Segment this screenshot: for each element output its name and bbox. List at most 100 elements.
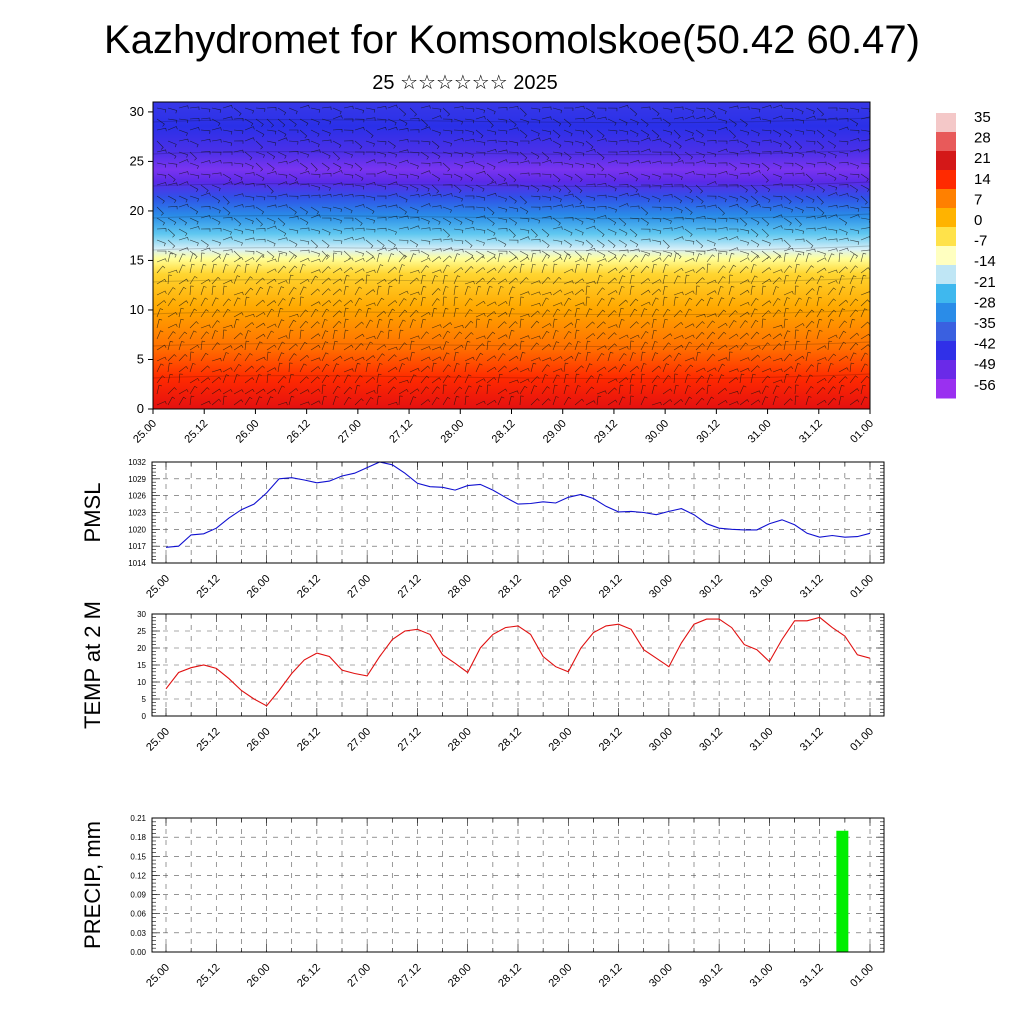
wind-barb	[156, 162, 167, 168]
y-tick-label: 30	[137, 610, 146, 619]
wind-barb	[794, 206, 804, 214]
wind-barb	[585, 206, 596, 211]
wind-barb	[387, 118, 397, 126]
wind-barb	[706, 313, 717, 318]
wind-barb	[750, 184, 758, 194]
wind-barb	[310, 129, 320, 137]
wind-barb	[750, 140, 761, 146]
wind-barb	[849, 286, 856, 296]
wind-barb	[189, 363, 196, 373]
wind-barb	[783, 291, 794, 296]
wind-barb	[717, 195, 727, 203]
wind-barb	[211, 172, 222, 176]
wind-barb	[530, 362, 537, 373]
wind-barb	[365, 302, 376, 307]
wind-barb	[387, 239, 396, 248]
wind-barb	[750, 255, 760, 263]
wind-barb	[750, 151, 761, 157]
wind-barb	[662, 183, 673, 188]
wind-barb	[167, 151, 177, 159]
wind-barb	[464, 265, 474, 274]
wind-barb	[211, 330, 219, 340]
wind-barb	[574, 173, 583, 182]
colorbar-label: -56	[974, 377, 996, 394]
wind-barb	[310, 149, 321, 153]
wind-barb	[563, 362, 569, 373]
wind-barb	[178, 341, 185, 351]
wind-barb	[288, 286, 297, 296]
wind-barb	[706, 129, 717, 135]
wind-barb	[783, 151, 794, 157]
wind-barb	[552, 118, 562, 127]
wind-barb	[607, 387, 617, 395]
wind-barb	[519, 151, 528, 161]
wind-barb	[508, 228, 516, 238]
wind-barb	[739, 217, 748, 227]
colorbar-label: 7	[974, 191, 982, 208]
wind-barb	[607, 277, 617, 285]
wind-barb	[695, 250, 706, 255]
wind-barb	[596, 250, 606, 258]
wind-barb	[508, 161, 519, 166]
wind-barb	[596, 138, 607, 142]
precip-bar	[836, 830, 849, 952]
wind-barb	[750, 239, 760, 248]
wind-barb	[508, 195, 517, 204]
wind-barb	[607, 118, 617, 126]
wind-barb	[431, 173, 441, 182]
wind-barb	[607, 351, 614, 362]
wind-barb	[464, 340, 471, 351]
wind-barb	[673, 160, 684, 164]
wind-barb	[508, 379, 519, 384]
wind-barb	[717, 250, 728, 255]
wind-barb	[178, 195, 188, 203]
wind-barb	[475, 170, 486, 175]
wind-barb	[288, 239, 298, 247]
wind-barb	[497, 173, 507, 182]
wind-barb	[849, 399, 860, 406]
wind-barb	[332, 217, 342, 224]
wind-barb	[453, 253, 461, 263]
wind-barb	[684, 107, 694, 114]
wind-barb	[354, 268, 365, 274]
wind-barb	[200, 365, 210, 373]
wind-barb	[475, 385, 483, 395]
wind-barb	[376, 217, 387, 221]
wind-barb	[178, 105, 189, 109]
wind-barb	[310, 206, 320, 215]
wind-barb	[497, 107, 508, 111]
wind-barb	[519, 378, 530, 384]
wind-barb	[750, 285, 756, 296]
wind-barb	[453, 344, 464, 351]
wind-barb	[222, 181, 233, 186]
wind-barb	[398, 290, 409, 296]
wind-barb	[673, 296, 679, 307]
wind-barb	[585, 149, 596, 153]
wind-barb	[442, 247, 453, 252]
wind-barb	[211, 398, 222, 406]
x-tick-label: 29.12	[592, 418, 620, 446]
wind-barb	[596, 239, 605, 248]
wind-barb	[354, 356, 365, 362]
wind-barb	[739, 301, 750, 307]
wind-barb	[442, 217, 452, 226]
wind-barb	[453, 151, 464, 158]
wind-barb	[343, 274, 350, 285]
wind-barb	[574, 217, 584, 225]
wind-barb	[167, 323, 178, 329]
wind-barb	[729, 228, 739, 233]
wind-barb	[464, 173, 474, 182]
wind-barb	[651, 250, 662, 257]
wind-barb	[585, 340, 591, 351]
wind-barb	[651, 401, 662, 406]
wind-barb	[431, 333, 442, 340]
wind-barb	[739, 140, 749, 148]
wind-barb	[618, 299, 628, 307]
wind-barb	[563, 373, 569, 384]
wind-barb	[519, 107, 527, 117]
wind-barb	[508, 343, 518, 351]
wind-barb	[398, 395, 403, 406]
wind-barb	[321, 151, 331, 159]
wind-barb	[332, 128, 343, 133]
wind-barb	[695, 298, 705, 307]
